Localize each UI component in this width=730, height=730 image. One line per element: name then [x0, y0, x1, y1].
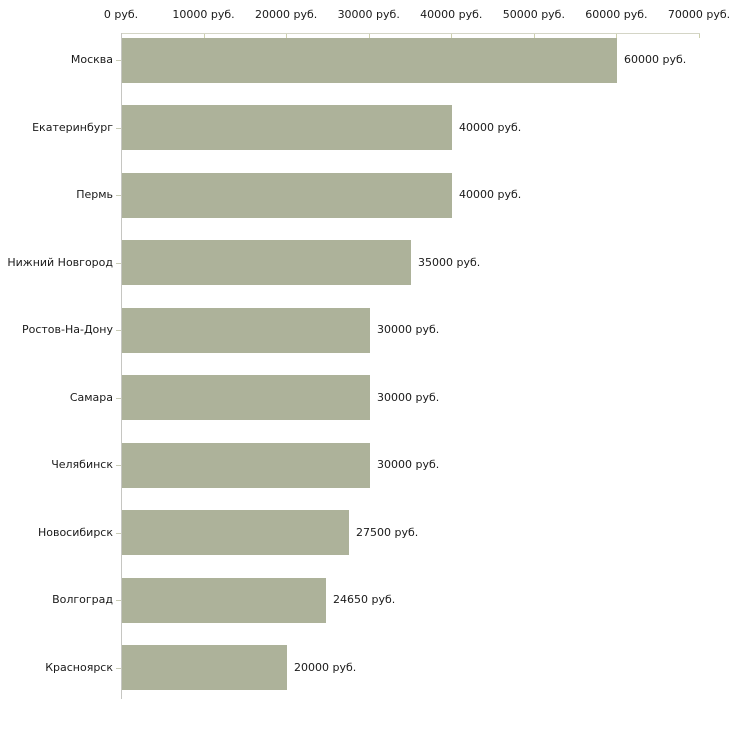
bar-5 — [122, 375, 370, 420]
bar-8 — [122, 578, 326, 623]
x-axis-line — [121, 33, 700, 34]
value-label: 27500 руб. — [356, 526, 419, 539]
y-axis-tick-mark — [116, 60, 121, 61]
bar-7 — [122, 510, 349, 555]
category-label: Новосибирск — [37, 526, 113, 539]
category-label: Нижний Новгород — [7, 256, 113, 269]
category-label: Москва — [70, 53, 113, 66]
x-axis-tick-label: 40000 руб. — [420, 8, 483, 21]
y-axis-tick-mark — [116, 668, 121, 669]
x-axis-tick-mark — [204, 34, 205, 38]
bar-6 — [122, 443, 370, 488]
x-axis-tick-mark — [534, 34, 535, 38]
y-axis-line — [121, 33, 122, 699]
x-axis-tick-label: 70000 руб. — [667, 8, 730, 21]
value-label: 35000 руб. — [418, 256, 481, 269]
x-axis-tick-mark — [286, 34, 287, 38]
x-axis-tick-label: 30000 руб. — [337, 8, 400, 21]
bar-0 — [122, 38, 617, 83]
y-axis-tick-mark — [116, 195, 121, 196]
value-label: 30000 руб. — [377, 458, 440, 471]
bar-1 — [122, 105, 452, 150]
category-label: Красноярск — [45, 661, 113, 674]
value-label: 30000 руб. — [377, 323, 440, 336]
category-label: Волгоград — [52, 593, 113, 606]
value-label: 30000 руб. — [377, 391, 440, 404]
value-label: 60000 руб. — [624, 53, 687, 66]
y-axis-tick-mark — [116, 465, 121, 466]
y-axis-tick-mark — [116, 600, 121, 601]
category-label: Самара — [69, 391, 113, 404]
bar-2 — [122, 173, 452, 218]
value-label: 40000 руб. — [459, 121, 522, 134]
x-axis-tick-mark — [451, 34, 452, 38]
x-axis-tick-label: 10000 руб. — [172, 8, 235, 21]
x-axis-tick-label: 20000 руб. — [255, 8, 318, 21]
y-axis-tick-mark — [116, 263, 121, 264]
value-label: 20000 руб. — [294, 661, 357, 674]
bar-9 — [122, 645, 287, 690]
y-axis-tick-mark — [116, 330, 121, 331]
bar-3 — [122, 240, 411, 285]
y-axis-tick-mark — [116, 128, 121, 129]
category-label: Челябинск — [51, 458, 113, 471]
x-axis-tick-label: 50000 руб. — [502, 8, 565, 21]
category-label: Пермь — [76, 188, 113, 201]
bar-4 — [122, 308, 370, 353]
x-axis-tick-label: 0 руб. — [103, 8, 139, 21]
y-axis-tick-mark — [116, 533, 121, 534]
category-label: Ростов-На-Дону — [21, 323, 113, 336]
x-axis-tick-mark — [616, 34, 617, 38]
x-axis-tick-mark — [699, 34, 700, 38]
x-axis-tick-label: 60000 руб. — [585, 8, 648, 21]
category-label: Екатеринбург — [32, 121, 113, 134]
x-axis-tick-mark — [369, 34, 370, 38]
y-axis-tick-mark — [116, 398, 121, 399]
value-label: 40000 руб. — [459, 188, 522, 201]
value-label: 24650 руб. — [333, 593, 396, 606]
